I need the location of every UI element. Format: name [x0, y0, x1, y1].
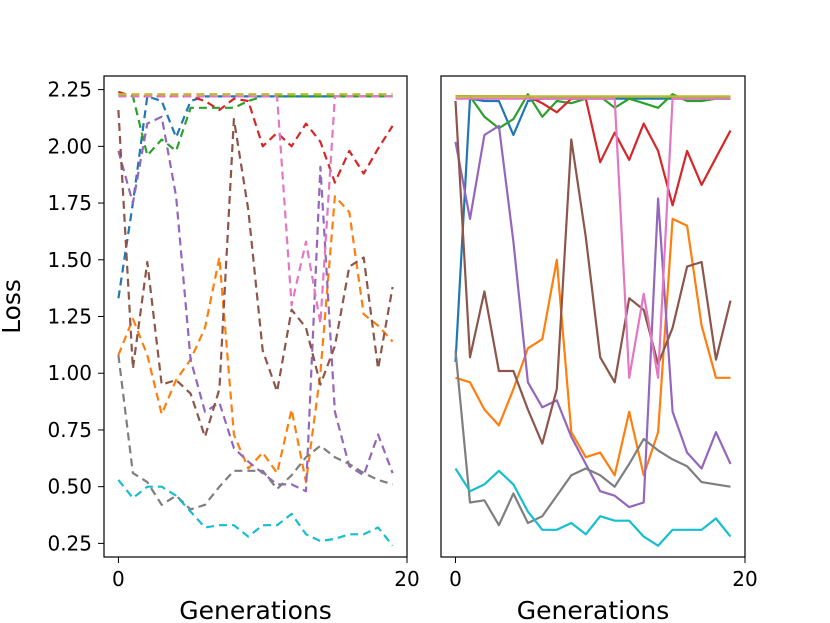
right-plot-panel: 0 20 Generations: [440, 75, 758, 623]
left-axes-frame: [103, 75, 408, 558]
y-tick-label: 1.75: [47, 191, 92, 215]
right-series-line-5: [454, 124, 732, 509]
right-series-line-2: [455, 217, 731, 477]
y-tick-label: 0.50: [47, 475, 92, 499]
right-series-line-3: [455, 93, 731, 130]
left-series-group: [117, 90, 394, 547]
x-tick-label: 20: [732, 567, 757, 591]
y-tick-label: 1.25: [47, 305, 92, 329]
left-series-line-6: [117, 109, 394, 438]
left-series-line-5: [117, 115, 394, 493]
left-series-line-4: [118, 90, 394, 184]
right-x-ticks: 0 20: [449, 557, 758, 591]
right-series-group: [454, 93, 732, 547]
y-tick-label: 0.25: [47, 531, 92, 555]
left-series-line-7: [118, 95, 393, 325]
left-series-line-8: [117, 354, 393, 511]
x-tick-label: 0: [449, 567, 462, 591]
right-series-line-6: [454, 100, 732, 445]
left-x-ticks: 0 20: [112, 557, 420, 591]
left-x-axis-label: Generations: [179, 596, 332, 623]
y-tick-label: 1.50: [47, 248, 92, 272]
left-series-line-2: [117, 195, 394, 484]
y-tick-label: 2.00: [47, 134, 92, 158]
right-series-line-7: [455, 97, 731, 379]
right-series-line-1: [454, 97, 731, 362]
left-y-ticks: 0.25 0.50 0.75 1.00 1.25 1.50 1.75 2.00 2.25: [47, 78, 104, 555]
right-series-line-10: [454, 467, 732, 547]
y-tick-label: 2.25: [47, 78, 92, 102]
right-x-axis-label: Generations: [517, 596, 670, 623]
left-plot-panel: 0.25 0.50 0.75 1.00 1.25 1.50 1.75 2.00 2.25 0 20…: [47, 75, 420, 623]
y-tick-label: 1.00: [47, 361, 92, 385]
x-tick-label: 0: [112, 567, 125, 591]
y-tick-label: 0.75: [47, 418, 92, 442]
right-axes-frame: [440, 75, 746, 558]
right-series-line-8: [454, 350, 731, 527]
x-tick-label: 20: [394, 567, 419, 591]
y-axis-label: Loss: [0, 279, 26, 334]
right-series-line-4: [455, 95, 732, 207]
left-series-line-1: [117, 95, 393, 299]
left-series-line-10: [117, 479, 394, 547]
